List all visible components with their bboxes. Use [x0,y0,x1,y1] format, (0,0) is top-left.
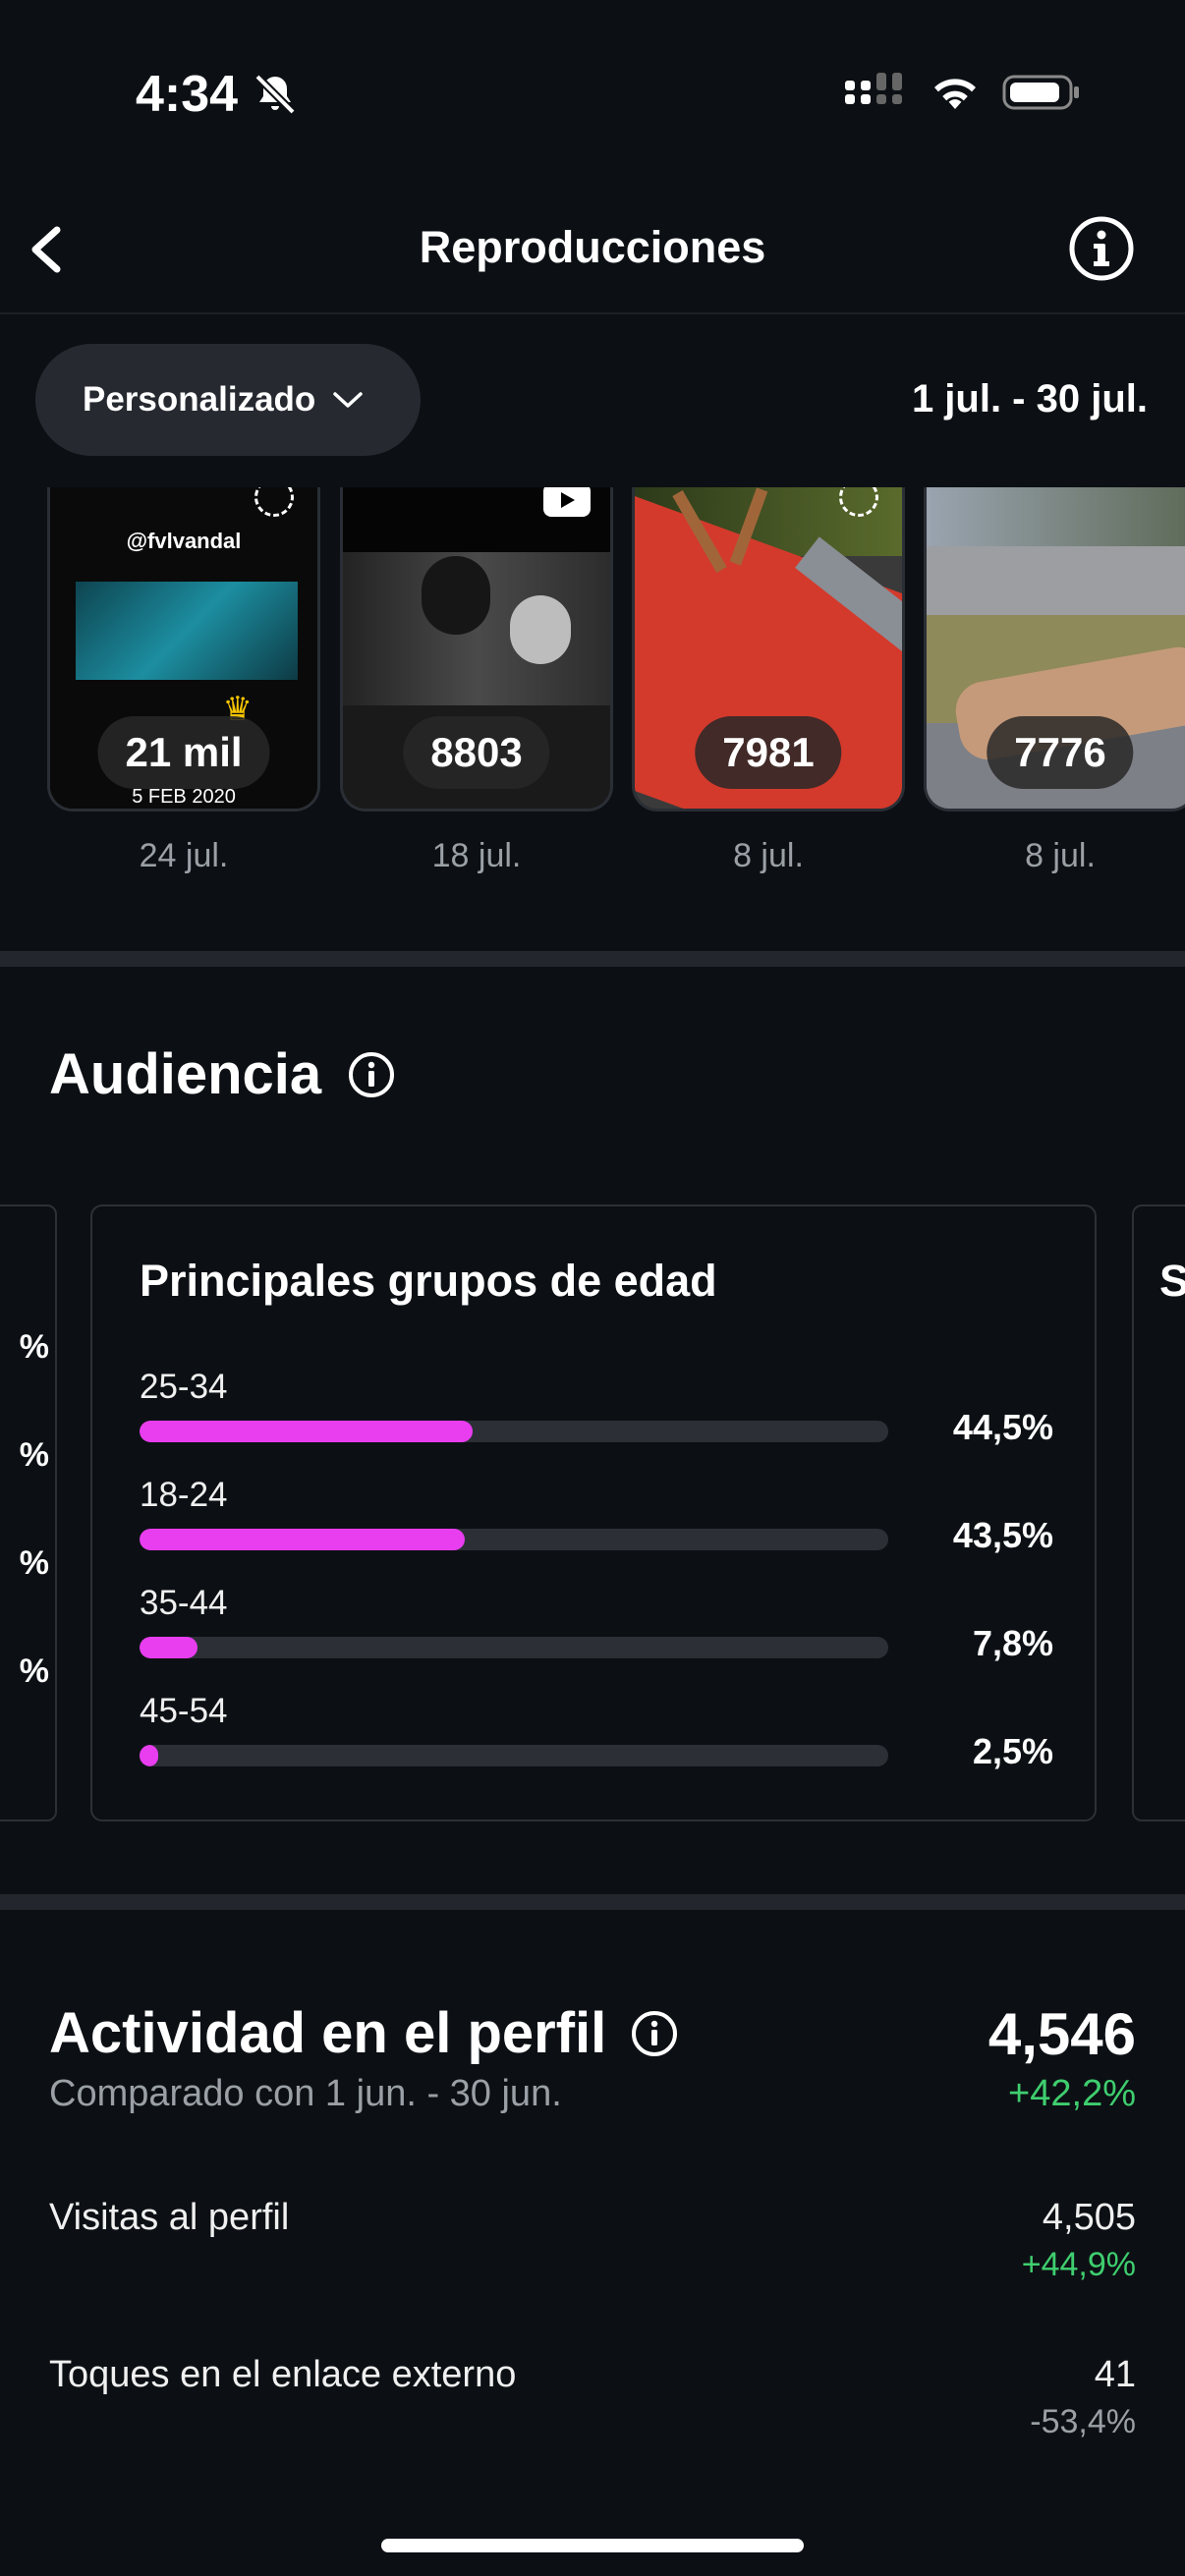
thumbnail-date: 8 jul. [733,837,804,874]
thumbnail-overlay-text: @fvlvandal [126,529,242,553]
date-filter-dropdown[interactable]: Personalizado [35,344,421,456]
view-count: 21 mil [97,716,270,789]
activity-total: 4,546 [988,2001,1136,2067]
top-content-carousel[interactable]: @fvlvandal ♛ 5 FEB 2020 21 mil 24 jul. 8… [0,487,1185,900]
status-icons [845,73,1081,117]
wifi-icon [931,74,979,116]
next-audience-card[interactable]: S [1132,1204,1185,1821]
age-group-label: 25-34 [140,1368,228,1406]
view-count: 7776 [987,716,1134,789]
metric-value: 41 [1094,2354,1136,2395]
age-group-bar-track [140,1529,888,1550]
thumbnail-date: 24 jul. [139,837,229,874]
previous-audience-card[interactable]: % % % % [0,1204,57,1821]
audience-title: Audiencia [49,1042,322,1106]
page-title: Reproducciones [419,222,766,272]
thumbnail-caption: 5 FEB 2020 [132,786,236,808]
metric-label: Visitas al perfil [49,2197,290,2238]
info-icon [1069,216,1134,281]
content-thumbnail[interactable]: 8803 [340,487,613,812]
metric-change: -53,4% [1030,2403,1136,2440]
chevron-down-icon [333,392,364,408]
age-group-label: 18-24 [140,1476,228,1514]
date-range: 1 jul. - 30 jul. [911,377,1148,420]
age-group-row: 35-44 7,8% [140,1584,1053,1663]
section-divider [0,951,1185,967]
age-group-bar [140,1745,158,1766]
age-group-percent: 44,5% [952,1407,1053,1447]
age-group-bar-track [140,1421,888,1442]
cellular-signal-icon [845,73,908,117]
loading-icon [839,487,878,517]
age-group-row: 45-54 2,5% [140,1692,1053,1771]
info-button[interactable] [1067,214,1136,288]
info-icon[interactable] [347,1050,396,1099]
metric-label: Toques en el enlace externo [49,2354,517,2395]
age-group-bar-track [140,1637,888,1658]
battery-icon [1002,73,1081,117]
content-thumbnail[interactable]: 7776 [924,487,1185,812]
metric-value: 4,505 [1042,2197,1136,2238]
content-thumbnail[interactable]: @fvlvandal ♛ 5 FEB 2020 21 mil [47,487,320,812]
activity-heading: Actividad en el perfil [49,2000,679,2066]
content-thumbnail[interactable]: 7981 [632,487,905,812]
age-group-percent: 43,5% [952,1515,1053,1555]
activity-title: Actividad en el perfil [49,2001,607,2065]
age-group-row: 18-24 43,5% [140,1476,1053,1555]
chevron-left-icon [31,226,61,273]
age-group-percent: 7,8% [972,1623,1053,1663]
activity-change: +42,2% [1008,2073,1136,2114]
view-count: 7981 [695,716,842,789]
age-groups-card: Principales grupos de edad 25-34 44,5% 18-… [90,1204,1097,1821]
status-time: 4:34 [136,66,239,123]
age-group-label: 35-44 [140,1584,228,1622]
info-icon[interactable] [630,2009,679,2058]
age-group-row: 25-34 44,5% [140,1368,1053,1447]
age-group-label: 45-54 [140,1692,228,1730]
age-group-bar [140,1529,465,1550]
loading-icon [254,487,294,517]
section-divider [0,1894,1185,1910]
age-group-bar [140,1421,473,1442]
age-group-percent: 2,5% [972,1731,1053,1771]
comparison-label: Comparado con 1 jun. - 30 jun. [49,2073,562,2114]
age-group-bar [140,1637,198,1658]
metric-change: +44,9% [1021,2246,1136,2283]
back-button[interactable] [22,212,81,281]
video-icon [543,487,591,517]
audience-heading: Audiencia [49,1041,396,1107]
age-group-bar-track [140,1745,888,1766]
age-card-title: Principales grupos de edad [140,1256,717,1306]
thumbnail-date: 8 jul. [1025,837,1096,874]
view-count: 8803 [403,716,550,789]
silent-bell-icon [252,71,299,123]
header-divider [0,312,1185,314]
thumbnail-date: 18 jul. [431,837,522,874]
filter-label: Personalizado [83,380,316,419]
home-indicator[interactable] [381,2539,804,2552]
